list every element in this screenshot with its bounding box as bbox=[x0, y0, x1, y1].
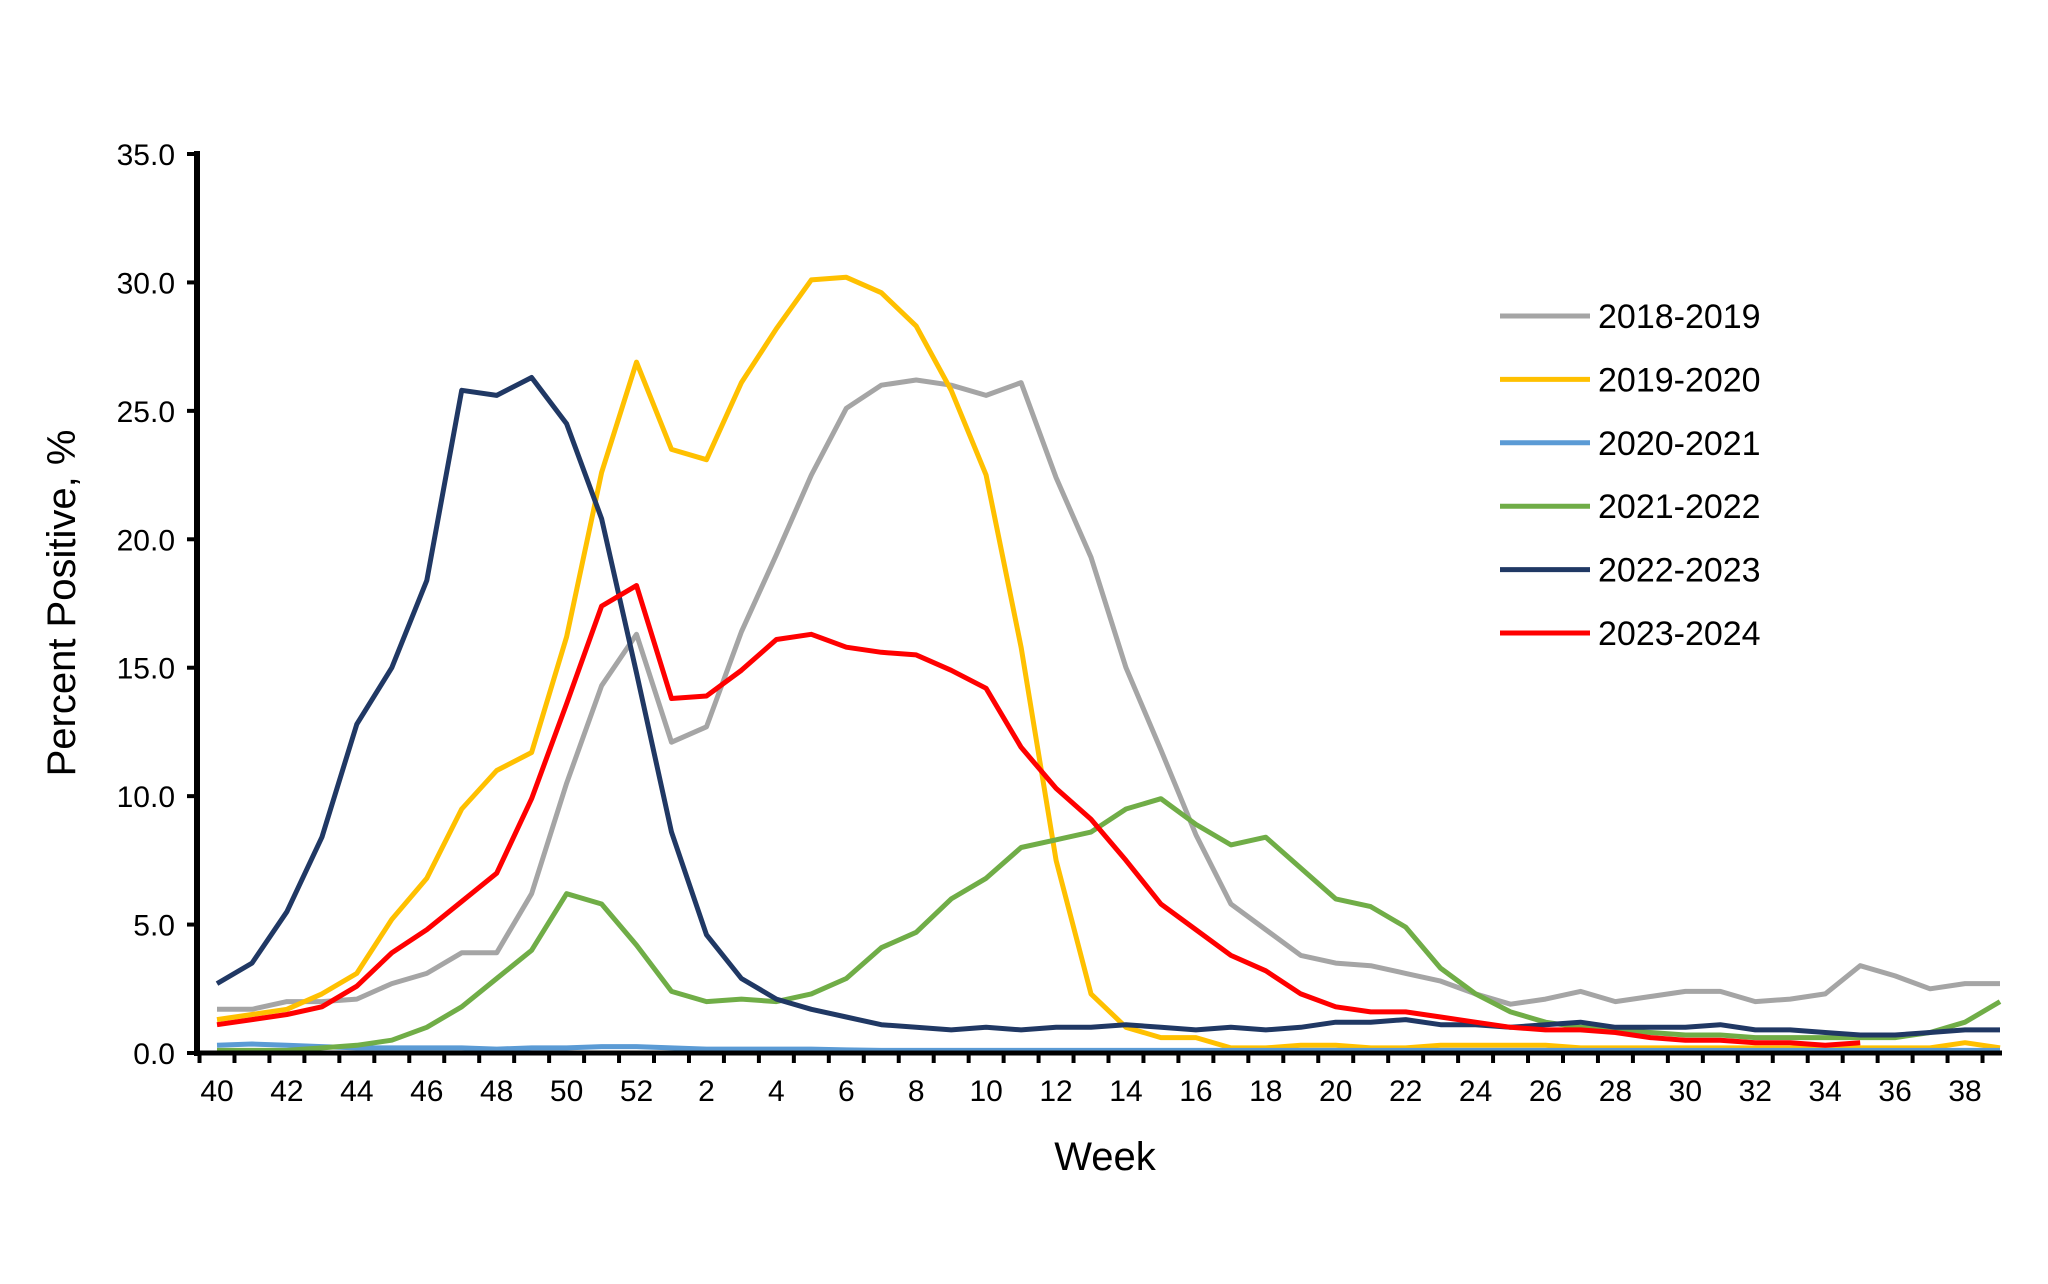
y-tick-label: 25.0 bbox=[117, 396, 175, 429]
legend-label: 2022-2023 bbox=[1598, 552, 1761, 590]
legend: 2018-2019 2019-2020 2020-2021 2021-2022 2022… bbox=[1500, 298, 1761, 653]
x-tick-label: 20 bbox=[1319, 1075, 1352, 1108]
x-tick-label: 10 bbox=[969, 1075, 1002, 1108]
x-tick-label: 50 bbox=[550, 1075, 583, 1108]
x-tick-label: 2 bbox=[698, 1075, 715, 1108]
x-tick-label: 48 bbox=[480, 1075, 513, 1108]
x-tick-label: 18 bbox=[1249, 1075, 1282, 1108]
series-line-2020-2021 bbox=[216, 1041, 2000, 1053]
x-tick-label: 42 bbox=[270, 1075, 303, 1108]
legend-label: 2019-2020 bbox=[1598, 361, 1761, 399]
x-tick-label: 34 bbox=[1809, 1075, 1842, 1108]
x-tick-label: 38 bbox=[1948, 1075, 1981, 1108]
y-tick-label: 10.0 bbox=[117, 781, 175, 814]
x-tick-label: 32 bbox=[1739, 1075, 1772, 1108]
y-tick-label: 5.0 bbox=[133, 910, 175, 943]
legend-label: 2021-2022 bbox=[1598, 488, 1761, 526]
x-tick-label: 52 bbox=[620, 1075, 653, 1108]
legend-label: 2023-2024 bbox=[1598, 615, 1761, 653]
x-tick-label: 26 bbox=[1529, 1075, 1562, 1108]
x-tick-label: 24 bbox=[1459, 1075, 1492, 1108]
axes: 0.05.010.015.020.025.030.035.040 42 44 46 48… bbox=[117, 139, 2002, 1108]
x-tick-label: 8 bbox=[908, 1075, 925, 1108]
series-line-2022-2023 bbox=[215, 375, 2000, 1038]
x-tick-label: 22 bbox=[1389, 1075, 1422, 1108]
x-tick-label: 30 bbox=[1669, 1075, 1702, 1108]
x-tick-label: 28 bbox=[1599, 1075, 1632, 1108]
y-axis-label: Percent Positive, % bbox=[40, 430, 84, 777]
x-tick-label: 12 bbox=[1039, 1075, 1072, 1108]
x-axis-label: Week bbox=[1054, 1135, 1157, 1179]
x-tick-label: 14 bbox=[1109, 1075, 1142, 1108]
series-line-2021-2022 bbox=[217, 796, 2002, 1053]
x-tick-label: 36 bbox=[1878, 1075, 1911, 1108]
x-tick-label: 6 bbox=[838, 1075, 855, 1108]
y-tick-label: 30.0 bbox=[117, 267, 175, 300]
x-tick-label: 44 bbox=[340, 1075, 373, 1108]
legend-label: 2020-2021 bbox=[1598, 425, 1761, 463]
series-line-2018-2019 bbox=[217, 377, 2000, 1012]
series-line-2023-2024 bbox=[216, 583, 1861, 1048]
x-tick-label: 46 bbox=[410, 1075, 443, 1108]
y-tick-label: 20.0 bbox=[117, 524, 175, 557]
y-tick-label: 0.0 bbox=[133, 1038, 175, 1071]
series-layer bbox=[215, 274, 2002, 1053]
x-tick-label: 16 bbox=[1179, 1075, 1212, 1108]
x-tick-label: 40 bbox=[200, 1075, 233, 1108]
legend-label: 2018-2019 bbox=[1598, 298, 1761, 336]
y-tick-label: 35.0 bbox=[117, 139, 175, 172]
x-tick-label: 4 bbox=[768, 1075, 785, 1108]
y-tick-label: 15.0 bbox=[117, 653, 175, 686]
